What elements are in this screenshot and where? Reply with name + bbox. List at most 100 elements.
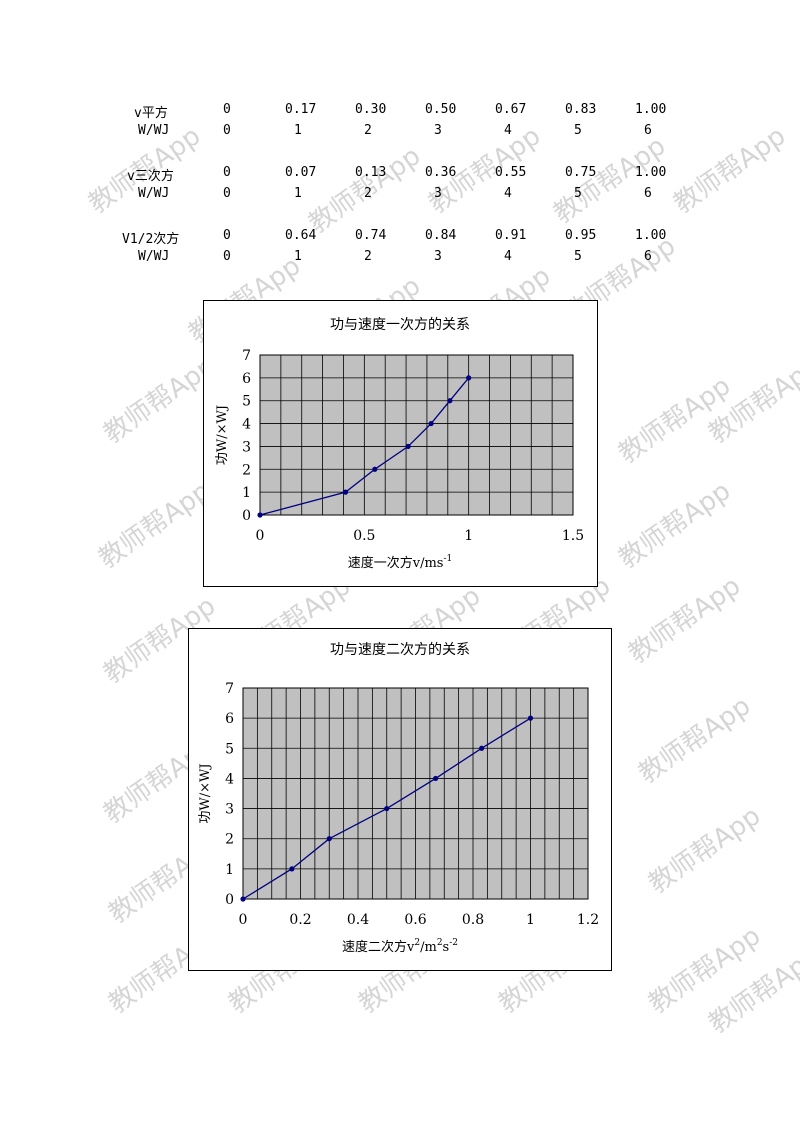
row-header: W/WJ xyxy=(138,249,170,264)
table-cell: 0 xyxy=(223,165,231,180)
x-tick-label: 0.6 xyxy=(404,912,426,928)
table-cell: 0.50 xyxy=(425,102,457,117)
table-cell: 4 xyxy=(504,123,512,138)
table-cell: 5 xyxy=(574,186,582,201)
watermark-text: 教师帮App xyxy=(643,921,767,1020)
y-tick-label: 3 xyxy=(225,802,234,818)
chart-svg: 功与速度二次方的关系 0 1 2 3 4 5 6 7 0 0.2 0.4 0.6 0.8 1 1.2 功W/×W… xyxy=(198,642,599,955)
x-tick-label: 0.8 xyxy=(462,912,484,928)
table-cell: 0 xyxy=(223,102,231,117)
y-tick-label: 4 xyxy=(225,771,234,787)
table-cell: 1.00 xyxy=(635,165,667,180)
table-cell: 1 xyxy=(294,249,302,264)
table-cell: 5 xyxy=(574,123,582,138)
table-cell: 0 xyxy=(223,228,231,243)
y-tick-label: 0 xyxy=(225,892,234,908)
x-axis-label: 速度二次方v2/m2s-2 xyxy=(342,938,458,955)
chart-velocity-squared: 功与速度二次方的关系 0 1 2 3 4 5 6 7 0 0.2 0.4 0.6 0.8 1 1.2 功W/×W… xyxy=(188,628,612,971)
table-cell: 0 xyxy=(223,186,231,201)
data-point xyxy=(479,745,485,751)
y-axis-label: 功W/×WJ xyxy=(215,405,230,465)
x-tick-label: 1 xyxy=(464,528,473,544)
table-cell: 6 xyxy=(644,249,652,264)
table-cell: 1 xyxy=(294,186,302,201)
data-point xyxy=(257,512,263,518)
table-cell: 6 xyxy=(644,123,652,138)
table-cell: 0.83 xyxy=(565,102,597,117)
watermark-text: 教师帮App xyxy=(623,571,747,670)
plot-area xyxy=(259,354,574,516)
table-cell: 0.07 xyxy=(285,165,317,180)
y-tick-label: 2 xyxy=(225,832,234,848)
table-cell: 2 xyxy=(364,186,372,201)
watermark-text: 教师帮App xyxy=(643,801,767,900)
y-axis-label: 功W/×WJ xyxy=(198,763,213,823)
x-tick-label: 0.5 xyxy=(353,528,375,544)
x-tick-label: 0.4 xyxy=(347,912,369,928)
data-point xyxy=(433,775,439,782)
y-tick-label: 1 xyxy=(225,862,234,878)
watermark-text: 教师帮App xyxy=(703,941,800,1040)
data-point xyxy=(466,375,472,381)
watermark-text: 教师帮App xyxy=(668,121,792,220)
table-cell: 0.64 xyxy=(285,228,317,243)
table-cell: 0.75 xyxy=(565,165,597,180)
chart-velocity-linear: 功与速度一次方的关系 0 1 2 3 4 5 6 7 0 0.5 1 1.5 功W/×WJ 速度一次方v/m… xyxy=(203,300,598,587)
table-cell: 0 xyxy=(223,123,231,138)
table-cell: 3 xyxy=(434,186,442,201)
table-cell: 2 xyxy=(364,123,372,138)
row-header: V1/2次方 xyxy=(122,232,180,247)
y-tick-label: 0 xyxy=(242,508,251,524)
x-tick-label: 0 xyxy=(256,528,265,544)
watermark-text: 教师帮App xyxy=(703,351,800,450)
table-cell: 4 xyxy=(504,249,512,264)
data-point xyxy=(342,489,349,495)
table-cell: 0.36 xyxy=(425,165,457,180)
table-cell: 1.00 xyxy=(635,102,667,117)
chart-title: 功与速度一次方的关系 xyxy=(330,317,470,333)
table-cell: 3 xyxy=(434,123,442,138)
table-cell: 0.55 xyxy=(495,165,527,180)
table-cell: 3 xyxy=(434,249,442,264)
table-cell: 2 xyxy=(364,249,372,264)
y-tick-label: 6 xyxy=(242,371,251,387)
data-point xyxy=(384,805,390,812)
table-cell: 0 xyxy=(223,249,231,264)
data-point xyxy=(447,398,453,404)
y-tick-label: 5 xyxy=(225,741,234,757)
table-cell: 0.13 xyxy=(355,165,387,180)
table-cell: 0.74 xyxy=(355,228,387,243)
x-tick-label: 0 xyxy=(239,912,248,928)
table-cell: 1.00 xyxy=(635,228,667,243)
data-point xyxy=(372,466,378,472)
table-cell: 0.17 xyxy=(285,102,317,117)
y-tick-label: 7 xyxy=(225,681,234,697)
watermark-text: 教师帮App xyxy=(93,476,217,575)
x-axis-label: 速度一次方v/ms-1 xyxy=(348,554,453,571)
x-tick-label: 1.2 xyxy=(577,912,599,928)
x-tick-label: 0.2 xyxy=(289,912,311,928)
row-header: W/WJ xyxy=(138,186,170,201)
data-point xyxy=(240,896,246,902)
table-cell: 0.67 xyxy=(495,102,527,117)
chart-svg: 功与速度一次方的关系 0 1 2 3 4 5 6 7 0 0.5 1 1.5 功W/×WJ 速度一次方v/m… xyxy=(215,317,584,571)
table-cell: 0.95 xyxy=(565,228,597,243)
y-tick-label: 1 xyxy=(242,485,251,501)
x-tick-label: 1 xyxy=(526,912,535,928)
table-cell: 4 xyxy=(504,186,512,201)
table-cell: 6 xyxy=(644,186,652,201)
table-cell: 0.91 xyxy=(495,228,527,243)
data-point xyxy=(527,715,534,721)
y-tick-label: 2 xyxy=(242,462,251,478)
watermark-text: 教师帮App xyxy=(613,476,737,575)
x-tick-label: 1.5 xyxy=(562,528,584,544)
table-cell: 5 xyxy=(574,249,582,264)
y-tick-label: 6 xyxy=(225,711,234,727)
chart-title: 功与速度二次方的关系 xyxy=(330,642,470,658)
watermark-text: 教师帮App xyxy=(633,691,757,790)
row-header: v平方 xyxy=(134,106,168,121)
data-point xyxy=(326,836,332,842)
y-tick-label: 3 xyxy=(242,439,251,455)
table-cell: 0.84 xyxy=(425,228,457,243)
watermark-text: 教师帮App xyxy=(613,371,737,470)
